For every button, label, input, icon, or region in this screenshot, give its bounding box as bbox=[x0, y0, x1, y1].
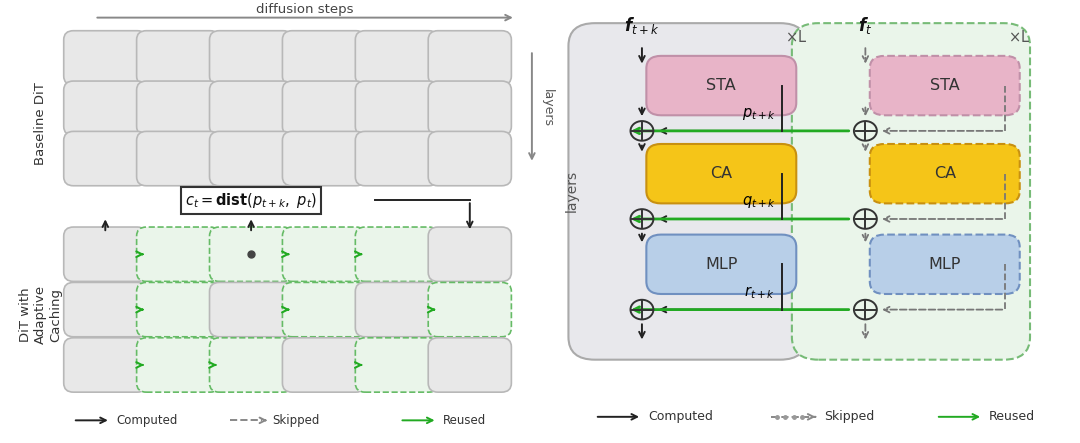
FancyBboxPatch shape bbox=[210, 31, 293, 85]
Text: MLP: MLP bbox=[705, 257, 738, 272]
Text: STA: STA bbox=[930, 78, 960, 93]
Text: Computed: Computed bbox=[648, 410, 713, 424]
FancyBboxPatch shape bbox=[64, 81, 147, 136]
FancyBboxPatch shape bbox=[64, 283, 147, 337]
FancyBboxPatch shape bbox=[136, 283, 220, 337]
FancyBboxPatch shape bbox=[136, 227, 220, 281]
Text: Skipped: Skipped bbox=[824, 410, 875, 424]
Text: STA: STA bbox=[706, 78, 737, 93]
FancyBboxPatch shape bbox=[136, 132, 220, 186]
FancyBboxPatch shape bbox=[646, 235, 796, 294]
FancyBboxPatch shape bbox=[869, 235, 1020, 294]
Text: $r_{t+k}$: $r_{t+k}$ bbox=[744, 284, 775, 301]
Text: Skipped: Skipped bbox=[272, 414, 320, 427]
FancyBboxPatch shape bbox=[646, 144, 796, 203]
FancyBboxPatch shape bbox=[355, 81, 438, 136]
FancyBboxPatch shape bbox=[136, 81, 220, 136]
FancyBboxPatch shape bbox=[283, 227, 365, 281]
FancyBboxPatch shape bbox=[136, 31, 220, 85]
Text: MLP: MLP bbox=[929, 257, 961, 272]
FancyBboxPatch shape bbox=[283, 31, 365, 85]
FancyBboxPatch shape bbox=[210, 338, 293, 392]
Text: Computed: Computed bbox=[117, 414, 177, 427]
FancyBboxPatch shape bbox=[210, 132, 293, 186]
FancyBboxPatch shape bbox=[428, 132, 512, 186]
FancyBboxPatch shape bbox=[210, 227, 293, 281]
FancyBboxPatch shape bbox=[355, 283, 438, 337]
Text: CA: CA bbox=[711, 166, 732, 181]
FancyBboxPatch shape bbox=[355, 31, 438, 85]
Text: $q_{t+k}$: $q_{t+k}$ bbox=[742, 194, 777, 210]
FancyBboxPatch shape bbox=[64, 227, 147, 281]
FancyBboxPatch shape bbox=[428, 31, 512, 85]
Text: Baseline DiT: Baseline DiT bbox=[33, 82, 48, 165]
FancyBboxPatch shape bbox=[869, 56, 1020, 115]
FancyBboxPatch shape bbox=[136, 338, 220, 392]
Text: $c_t = \mathbf{dist}(p_{t+k},\ p_t)$: $c_t = \mathbf{dist}(p_{t+k},\ p_t)$ bbox=[185, 191, 318, 210]
FancyBboxPatch shape bbox=[64, 132, 147, 186]
FancyBboxPatch shape bbox=[428, 283, 512, 337]
FancyBboxPatch shape bbox=[428, 227, 512, 281]
FancyBboxPatch shape bbox=[355, 227, 438, 281]
FancyBboxPatch shape bbox=[210, 283, 293, 337]
FancyBboxPatch shape bbox=[283, 338, 365, 392]
FancyBboxPatch shape bbox=[428, 338, 512, 392]
FancyBboxPatch shape bbox=[210, 81, 293, 136]
FancyBboxPatch shape bbox=[283, 283, 365, 337]
Text: diffusion steps: diffusion steps bbox=[256, 3, 354, 16]
FancyBboxPatch shape bbox=[869, 144, 1020, 203]
Text: layers: layers bbox=[565, 171, 579, 213]
Text: $\boldsymbol{f}_{t+k}$: $\boldsymbol{f}_{t+k}$ bbox=[624, 15, 660, 36]
FancyBboxPatch shape bbox=[428, 81, 512, 136]
FancyBboxPatch shape bbox=[646, 56, 796, 115]
Text: $\boldsymbol{f}_t$: $\boldsymbol{f}_t$ bbox=[859, 15, 873, 36]
Text: CA: CA bbox=[934, 166, 956, 181]
Text: Reused: Reused bbox=[443, 414, 486, 427]
FancyBboxPatch shape bbox=[64, 31, 147, 85]
Text: DiT with
Adaptive
Caching: DiT with Adaptive Caching bbox=[19, 285, 62, 344]
FancyBboxPatch shape bbox=[792, 23, 1030, 360]
FancyBboxPatch shape bbox=[283, 132, 365, 186]
FancyBboxPatch shape bbox=[355, 338, 438, 392]
FancyBboxPatch shape bbox=[355, 132, 438, 186]
FancyBboxPatch shape bbox=[283, 81, 365, 136]
Text: $\times$L: $\times$L bbox=[784, 29, 807, 45]
Text: $\times$L: $\times$L bbox=[1008, 29, 1030, 45]
FancyBboxPatch shape bbox=[64, 338, 147, 392]
Text: layers: layers bbox=[541, 89, 554, 127]
Text: $p_{t+k}$: $p_{t+k}$ bbox=[742, 106, 777, 122]
Text: Reused: Reused bbox=[989, 410, 1035, 424]
FancyBboxPatch shape bbox=[568, 23, 807, 360]
